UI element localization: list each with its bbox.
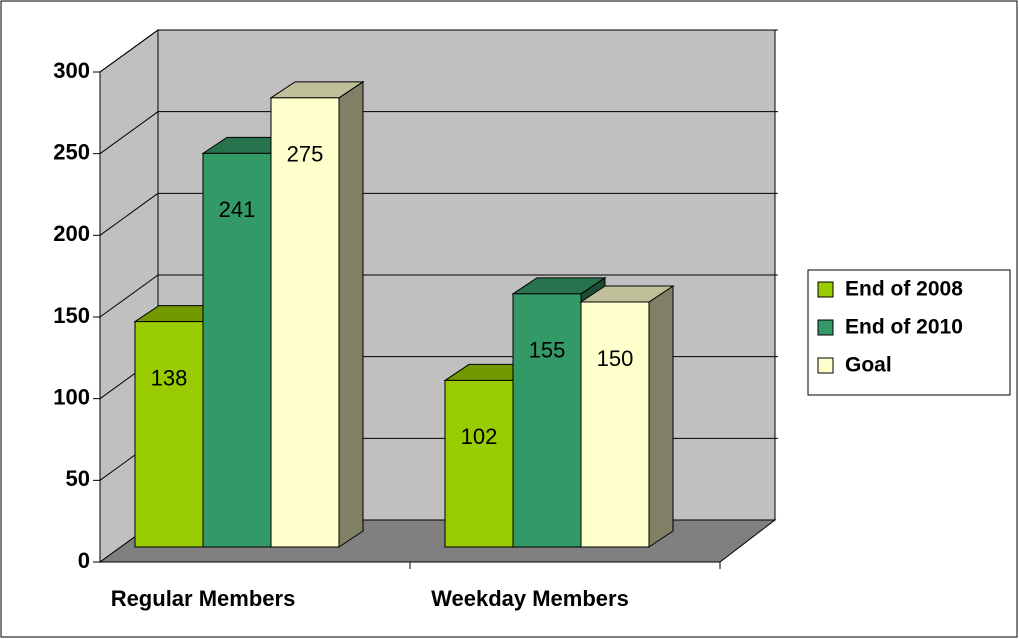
bar [512,293,582,548]
data-label: 138 [151,365,188,390]
y-tick-label: 150 [53,303,90,328]
data-label: 102 [461,424,498,449]
legend-label: Goal [845,354,892,377]
legend-swatch [817,319,834,336]
grid-line [99,111,159,155]
bar [580,301,650,548]
x-tick-label: Weekday Members [431,586,629,611]
y-tick-label: 0 [78,548,90,573]
legend [807,269,1011,396]
x-tick-label: Regular Members [111,586,296,611]
y-tick-label: 300 [53,58,90,83]
data-label: 241 [219,197,256,222]
bar [134,321,204,548]
bar [270,97,340,548]
bar [444,379,514,548]
bar [202,152,272,548]
legend-swatch [817,281,834,298]
legend-swatch [817,357,834,374]
grid-line [99,192,159,236]
grid-line [99,29,159,73]
y-tick-label: 100 [53,384,90,409]
legend-label: End of 2010 [845,316,963,339]
y-tick-label: 50 [66,466,90,491]
bar-side [648,285,674,548]
data-label: 155 [529,338,566,363]
bar-side [338,80,364,548]
legend-label: End of 2008 [845,278,963,301]
data-label: 150 [597,346,634,371]
grid-line [99,274,159,318]
data-label: 275 [287,142,324,167]
y-tick-label: 200 [53,221,90,246]
y-tick-label: 250 [53,139,90,164]
